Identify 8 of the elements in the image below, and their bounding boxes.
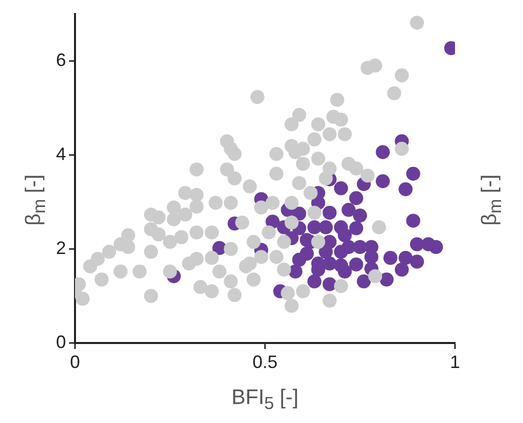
y-tick-label: 4	[56, 144, 66, 164]
x-tick-label: 0	[70, 352, 80, 372]
x-axis-title: BFI$_{5}$ [-]	[232, 386, 298, 414]
x-tick-label: 0.5	[252, 352, 278, 372]
y-tick-label: 0	[56, 332, 66, 352]
x-tick-label: 1	[450, 352, 460, 372]
y-tick-label: 6	[56, 50, 66, 70]
y-tick-label: 2	[56, 238, 66, 258]
